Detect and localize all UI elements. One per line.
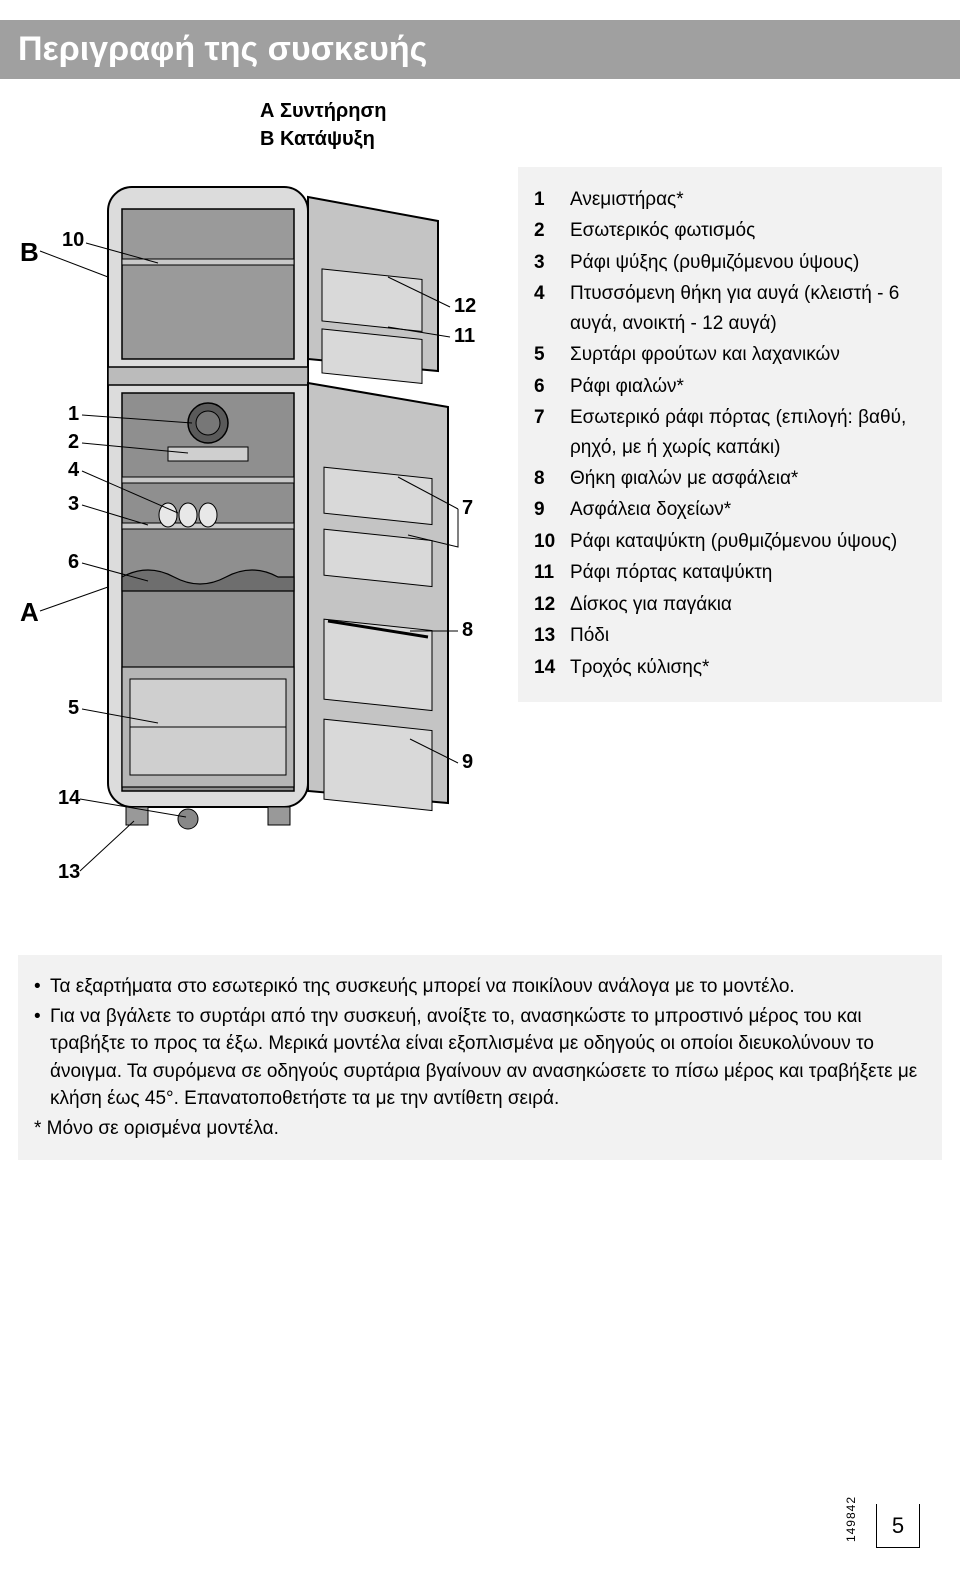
appliance-diagram: B A 10 1 2 4 3 6 5 14 13 12 11 7 8 9: [18, 167, 498, 927]
section-labels: A Συντήρηση B Κατάψυξη: [260, 97, 960, 153]
notes-panel: Τα εξαρτήματα στο εσωτερικό της συσκευής…: [18, 955, 942, 1160]
callout-2: 2: [68, 431, 79, 454]
section-b-label: Κατάψυξη: [280, 128, 375, 150]
legend-item: 12Δίσκος για παγάκια: [534, 590, 926, 619]
callout-7: 7: [462, 497, 473, 520]
callout-3: 3: [68, 493, 79, 516]
parts-legend: 1Ανεμιστήρας* 2Εσωτερικός φωτισμός 3Ράφι…: [518, 167, 942, 702]
callout-13: 13: [58, 861, 80, 884]
legend-item: 7Εσωτερικό ράφι πόρτας (επιλογή: βαθύ, ρ…: [534, 403, 926, 462]
legend-item: 9Ασφάλεια δοχείων*: [534, 495, 926, 524]
legend-item: 13Πόδι: [534, 621, 926, 650]
legend-item: 5Συρτάρι φρούτων και λαχανικών: [534, 340, 926, 369]
page-title: Περιγραφή της συσκευής: [0, 20, 960, 79]
legend-item: 10Ράφι καταψύκτη (ρυθμιζόμενου ύψους): [534, 527, 926, 556]
callout-14: 14: [58, 787, 80, 810]
callout-1: 1: [68, 403, 79, 426]
legend-item: 2Εσωτερικός φωτισμός: [534, 216, 926, 245]
legend-item: 11Ράφι πόρτας καταψύκτη: [534, 558, 926, 587]
doc-id: 149842: [844, 1496, 858, 1542]
callout-4: 4: [68, 459, 79, 482]
note-item: Τα εξαρτήματα στο εσωτερικό της συσκευής…: [34, 973, 926, 1001]
callout-letter-A: A: [20, 597, 39, 628]
page-number: 5: [876, 1504, 920, 1548]
callout-12: 12: [454, 295, 476, 318]
note-item: Για να βγάλετε το συρτάρι από την συσκευ…: [34, 1003, 926, 1113]
legend-item: 14Τροχός κύλισης*: [534, 653, 926, 682]
legend-item: 3Ράφι ψύξης (ρυθμιζόμενου ύψους): [534, 248, 926, 277]
callout-letter-B: B: [20, 237, 39, 268]
callout-10: 10: [62, 229, 84, 252]
callout-5: 5: [68, 697, 79, 720]
callout-6: 6: [68, 551, 79, 574]
page-footer: 149842 5: [844, 1496, 920, 1548]
legend-item: 6Ράφι φιαλών*: [534, 372, 926, 401]
section-a-label: Συντήρηση: [280, 100, 386, 122]
callout-9: 9: [462, 751, 473, 774]
legend-item: 1Ανεμιστήρας*: [534, 185, 926, 214]
star-note: * Μόνο σε ορισμένα μοντέλα.: [34, 1115, 926, 1143]
fridge-svg: [18, 167, 498, 927]
callout-11: 11: [454, 325, 475, 348]
legend-item: 8Θήκη φιαλών με ασφάλεια*: [534, 464, 926, 493]
callout-8: 8: [462, 619, 473, 642]
legend-item: 4Πτυσσόμενη θήκη για αυγά (κλειστή - 6 α…: [534, 279, 926, 338]
